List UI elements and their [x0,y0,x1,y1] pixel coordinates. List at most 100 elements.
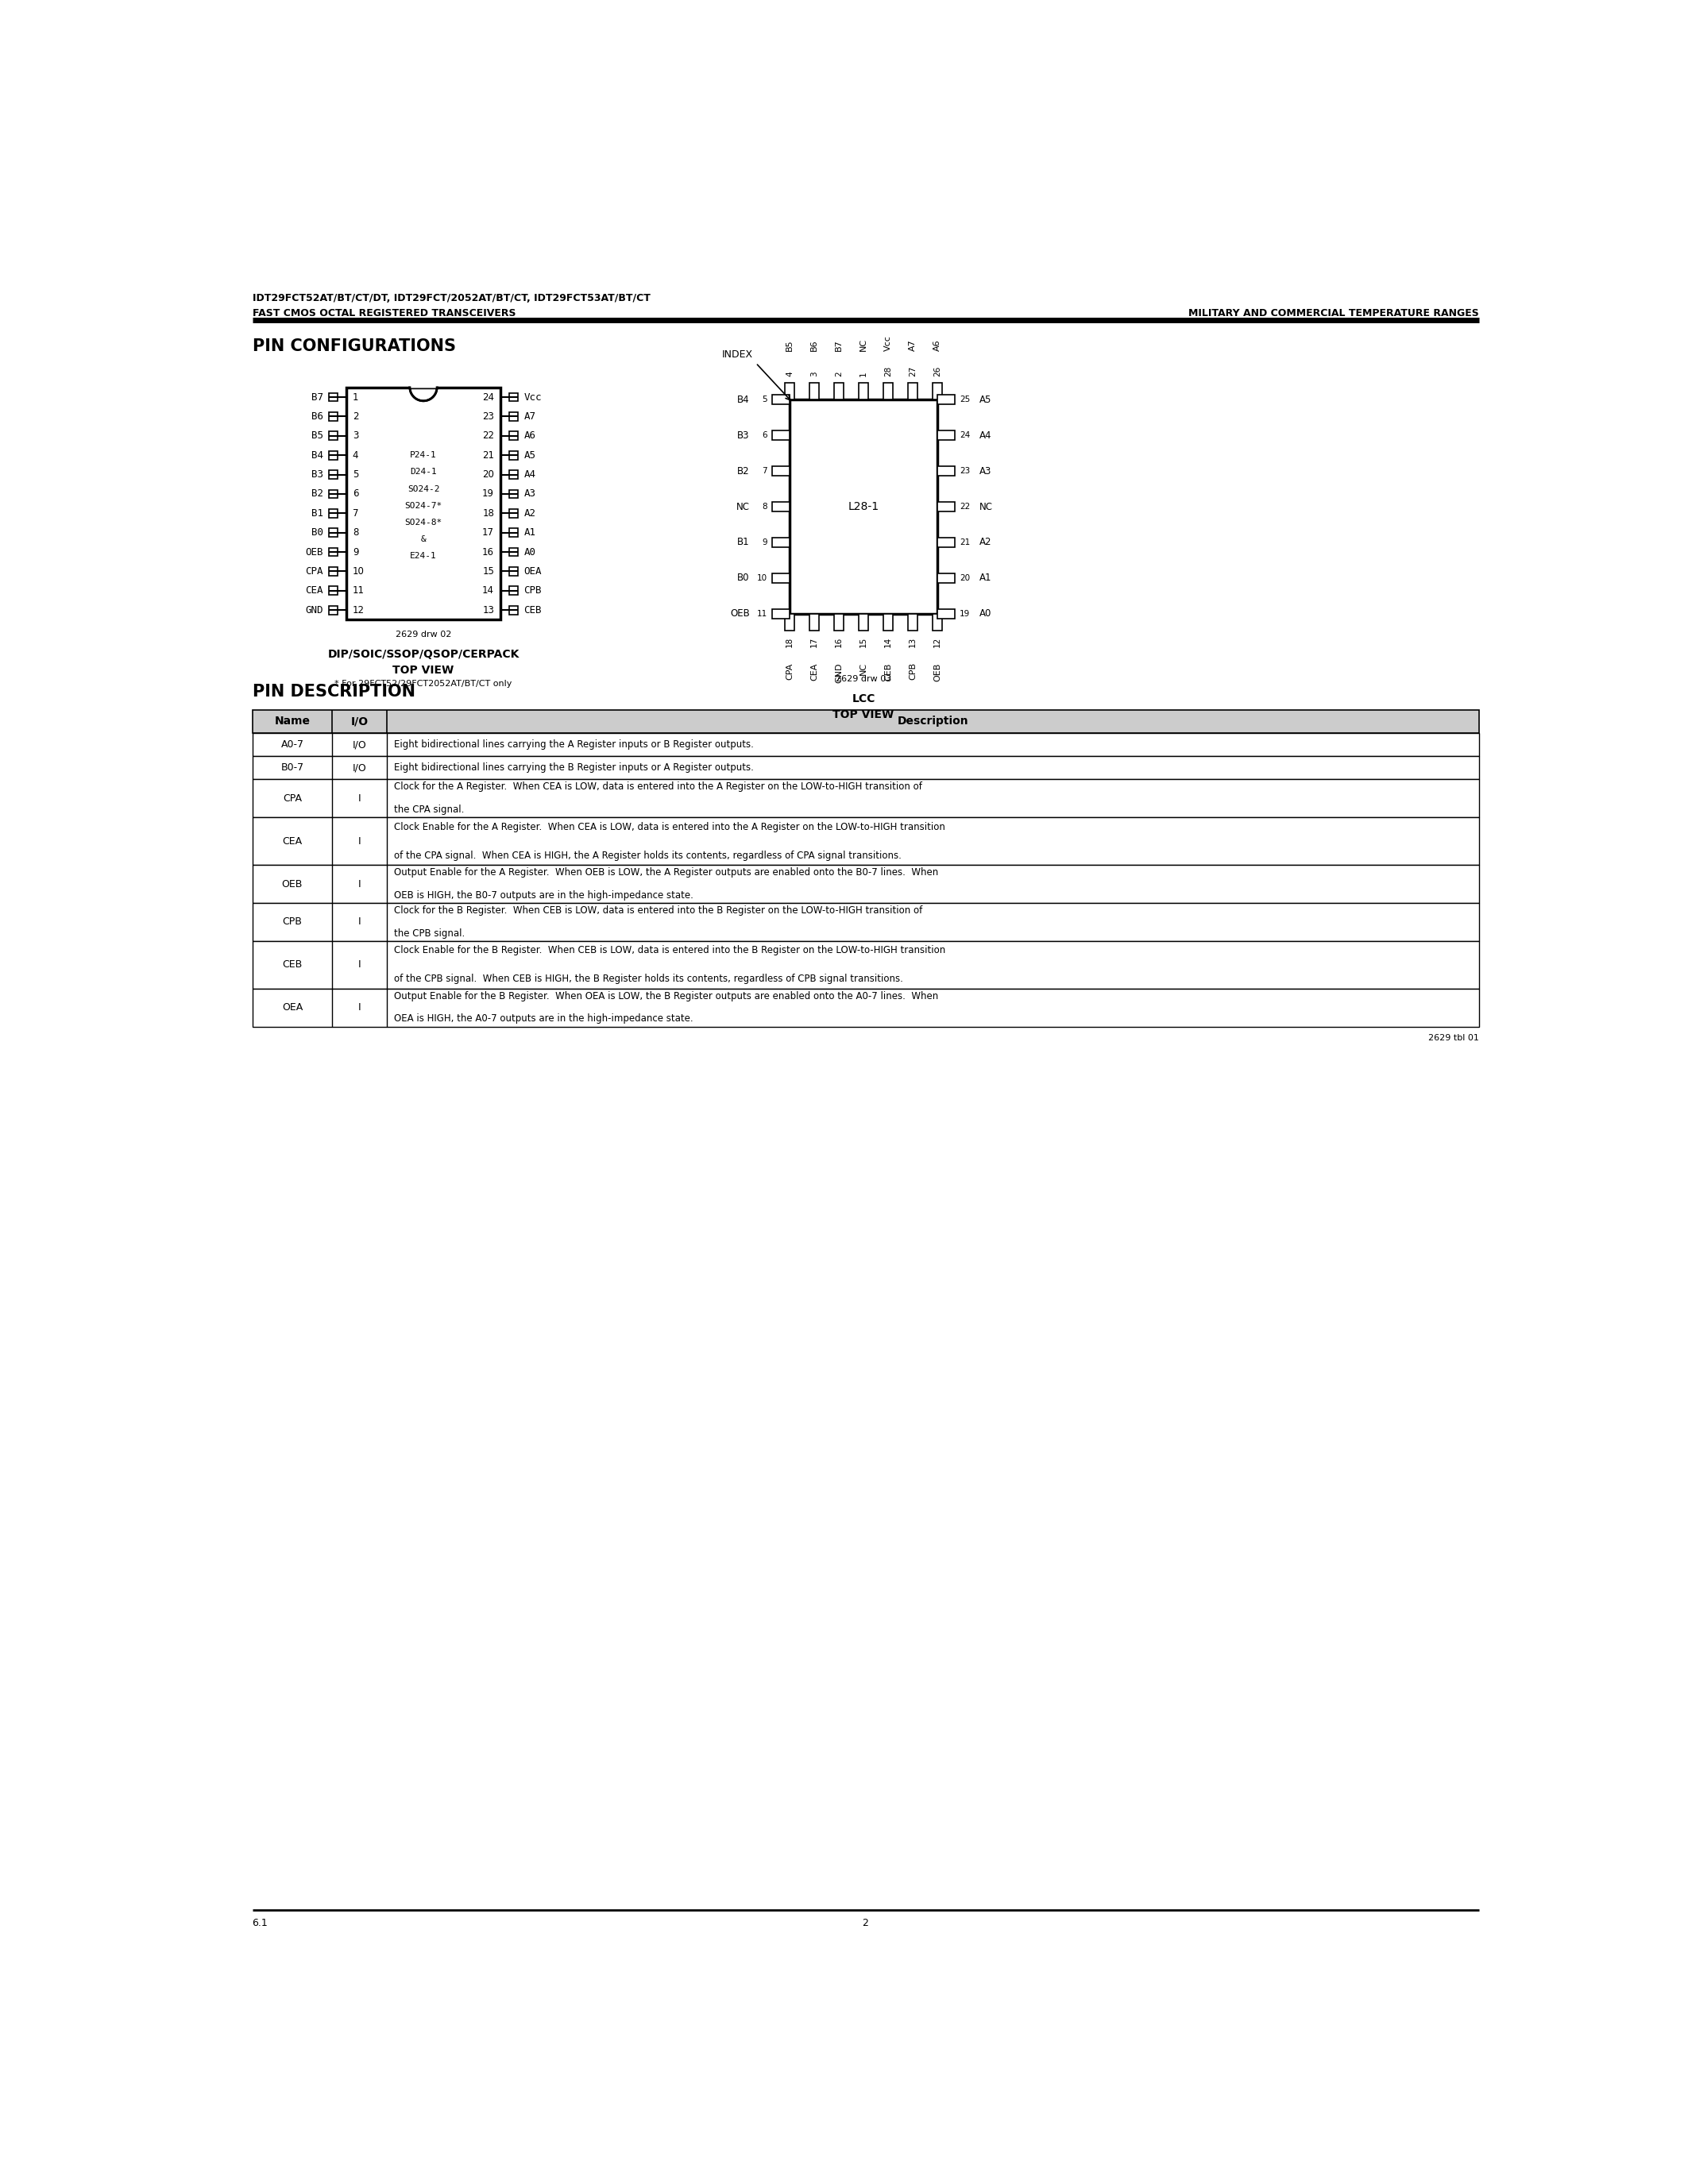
Text: B2: B2 [738,465,749,476]
Text: of the CPA signal.  When CEA is HIGH, the A Register holds its contents, regardl: of the CPA signal. When CEA is HIGH, the… [393,850,901,860]
Bar [790,400,937,614]
Bar [773,465,790,476]
Text: 9: 9 [353,546,358,557]
Bar [510,393,518,402]
Bar [329,548,338,557]
Text: 25: 25 [959,395,971,404]
Text: B1: B1 [738,537,749,548]
Text: 7: 7 [763,467,768,474]
Text: 10: 10 [353,566,365,577]
Text: 12: 12 [353,605,365,616]
Bar [329,587,338,594]
Bar [773,609,790,618]
Text: A0: A0 [979,609,991,618]
Text: D24-1: D24-1 [410,467,437,476]
Text: TOP VIEW: TOP VIEW [393,664,454,675]
Text: CPA: CPA [785,662,793,679]
Text: B7: B7 [311,391,322,402]
Text: Name: Name [275,716,311,727]
Bar [773,502,790,511]
Text: Output Enable for the A Register.  When OEB is LOW, the A Register outputs are e: Output Enable for the A Register. When O… [393,867,939,878]
Text: 4: 4 [785,371,793,376]
Text: 15: 15 [859,638,868,646]
Text: IDT29FCT52AT/BT/CT/DT, IDT29FCT/2052AT/BT/CT, IDT29FCT53AT/BT/CT: IDT29FCT52AT/BT/CT/DT, IDT29FCT/2052AT/B… [252,293,650,304]
Bar [329,450,338,459]
Text: 13: 13 [483,605,495,616]
Text: CEA: CEA [306,585,322,596]
Text: SO24-7*: SO24-7* [405,502,442,509]
Bar [252,756,1479,780]
Bar [908,382,918,400]
Bar [510,432,518,441]
Text: 2: 2 [861,1918,868,1928]
Text: P24-1: P24-1 [410,452,437,459]
Text: B0: B0 [311,529,322,537]
Text: SO24-2: SO24-2 [407,485,439,494]
Text: 10: 10 [758,574,768,581]
Text: 5: 5 [353,470,358,480]
Bar [510,509,518,518]
Text: 1: 1 [353,391,358,402]
Text: DIP/SOIC/SSOP/QSOP/CERPACK: DIP/SOIC/SSOP/QSOP/CERPACK [327,649,520,660]
Text: Vcc: Vcc [885,334,893,352]
Text: OEB: OEB [729,609,749,618]
Text: the CPB signal.: the CPB signal. [393,928,464,939]
Text: 7: 7 [353,509,358,518]
Text: B0: B0 [738,572,749,583]
Text: 8: 8 [353,529,358,537]
Text: 11: 11 [353,585,365,596]
Text: I: I [358,878,361,889]
Text: A4: A4 [523,470,535,480]
Bar [346,387,500,620]
Text: L28-1: L28-1 [847,500,879,513]
Text: OEA is HIGH, the A0-7 outputs are in the high-impedance state.: OEA is HIGH, the A0-7 outputs are in the… [393,1013,694,1024]
Text: 22: 22 [483,430,495,441]
Text: 17: 17 [810,638,819,646]
Bar [932,614,942,631]
Text: 21: 21 [959,539,971,546]
Text: I: I [358,1002,361,1013]
Bar [510,548,518,557]
Bar [937,465,955,476]
Text: A0-7: A0-7 [280,740,304,749]
Text: A7: A7 [908,339,917,352]
Text: 16: 16 [836,638,842,646]
Text: A6: A6 [933,339,942,352]
Bar [834,614,844,631]
Text: NC: NC [859,662,868,675]
Text: 19: 19 [959,609,971,618]
Text: CPA: CPA [282,793,302,804]
Text: B2: B2 [311,489,322,500]
Text: 2629 drw 03: 2629 drw 03 [836,675,891,684]
Text: I/O: I/O [351,716,368,727]
Bar [859,614,869,631]
Text: Clock for the A Register.  When CEA is LOW, data is entered into the A Register : Clock for the A Register. When CEA is LO… [393,782,922,793]
Text: A0: A0 [523,546,535,557]
Text: FAST CMOS OCTAL REGISTERED TRANSCEIVERS: FAST CMOS OCTAL REGISTERED TRANSCEIVERS [252,308,515,319]
Text: 6: 6 [763,432,768,439]
Text: 6.1: 6.1 [252,1918,268,1928]
Bar [329,509,338,518]
Text: 3: 3 [353,430,358,441]
Text: B0-7: B0-7 [280,762,304,773]
Text: NC: NC [859,339,868,352]
Text: 6: 6 [353,489,358,500]
Text: 14: 14 [885,638,893,646]
Text: * For 29FCT52/29FCT2052AT/BT/CT only: * For 29FCT52/29FCT2052AT/BT/CT only [334,679,511,688]
Text: 28: 28 [885,367,893,376]
Bar [773,537,790,548]
Bar [329,393,338,402]
Text: OEA: OEA [523,566,542,577]
Bar [329,432,338,441]
Text: INDEX: INDEX [722,349,753,360]
Text: 24: 24 [483,391,495,402]
Bar [510,489,518,498]
Text: 19: 19 [483,489,495,500]
Bar [859,382,869,400]
Text: Eight bidirectional lines carrying the B Register inputs or A Register outputs.: Eight bidirectional lines carrying the B… [393,762,753,773]
Text: 2629 drw 02: 2629 drw 02 [395,631,451,638]
Text: &: & [420,535,425,544]
Text: B5: B5 [311,430,322,441]
Text: A5: A5 [523,450,535,461]
Text: B6: B6 [810,339,819,352]
